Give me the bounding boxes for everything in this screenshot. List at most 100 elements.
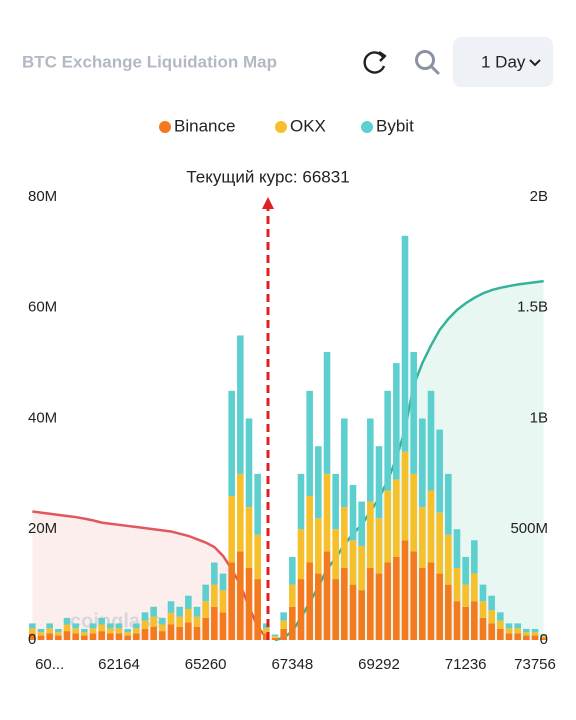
search-button[interactable] [415,50,440,75]
bar-segment [81,632,88,636]
period-label: 1 Day [481,52,526,71]
bar-segment [211,562,218,585]
bar-segment [141,612,149,621]
bar-segment [289,606,296,640]
bar-segment [427,390,435,491]
bar-segment [401,540,409,640]
cumulative-line [32,510,268,639]
bar-segment [514,633,521,640]
bar-segment [167,624,175,640]
bar-segment [263,633,270,640]
page-title: BTC Exchange Liquidation Map [22,52,277,71]
bar-segment [176,626,183,640]
bar-segment [505,633,513,640]
bar-segment [185,622,192,640]
x-tick-label: 69292 [358,656,400,673]
bar-segment [193,616,201,627]
bar-segment [410,473,417,552]
bar-segment [419,568,426,640]
bar-segment [81,628,88,633]
bar-segment [219,573,227,591]
bar-segment [55,632,62,636]
bar-segment [289,556,296,585]
x-tick-label: 71236 [445,656,487,673]
bar-segment [306,562,313,640]
bar-segment [384,562,391,640]
bar-segment [29,623,36,629]
bar-segment [72,623,79,629]
bar-segment [497,612,504,621]
bar-segment [115,623,123,629]
bar-segment [393,363,400,480]
bar-segment [176,606,183,617]
bar-segment [46,623,53,629]
bar-segment [228,496,235,563]
bar-segment [37,635,45,640]
bar-segment [29,628,36,634]
bar-segment [523,628,530,633]
bar-segment [271,637,279,640]
bar-segment [202,601,209,618]
bar-segment [453,529,461,569]
bar-segment [436,512,443,574]
bar-segment [29,633,36,640]
bar-segment [393,556,400,640]
bar-segment [297,529,305,580]
bar-segment [341,507,348,569]
bar-segment [124,632,131,636]
bar-segment [228,562,235,640]
bar-segment [358,590,365,640]
y-tick-label: 20M [28,520,57,537]
period-dropdown[interactable]: 1 Day [453,37,553,87]
bar-segment [159,631,166,640]
refresh-button[interactable] [363,51,387,74]
x-tick-label: 62164 [98,656,140,673]
bar-segment [46,628,53,634]
bar-segment [315,573,322,640]
x-tick-label: 60... [35,656,64,673]
bar-segment [115,628,123,634]
bar-segment [89,623,97,629]
bar-segment [453,568,461,602]
bar-segment [349,540,357,585]
bar-segment [375,573,383,640]
bar-segment [410,551,417,640]
bar-segment [332,579,339,640]
bar-segment [323,473,331,552]
bar-segment [263,623,270,629]
bar-segment [471,601,478,640]
bar-segment [289,584,296,607]
x-tick-label: 65260 [185,656,227,673]
bar-segment [81,635,88,640]
legend-label: OKX [290,116,326,135]
bar-segment [427,490,435,563]
bar-segment [271,634,279,637]
bar-segment [445,584,452,640]
bar-segment [384,390,391,491]
legend-swatch [361,121,373,133]
y-tick-label: 60M [28,299,57,316]
bar-segment [436,429,443,513]
bar-segment [167,601,175,613]
bar-segment [202,584,209,602]
bar-segment [63,624,71,632]
bar-segment [471,573,478,602]
bar-segment [89,628,97,634]
bar-segment [358,501,365,546]
bar-segment [271,636,279,638]
bar-segment [245,418,253,508]
bar-segment [150,606,157,617]
bar-segment [185,595,192,609]
bar-segment [401,451,409,541]
bar-segment [63,617,71,625]
bar-segment [488,623,495,640]
bar-segment [479,584,487,602]
y2-tick-label: 1B [530,409,548,426]
bar-segment [245,507,253,569]
bar-segment [453,601,461,640]
bar-segment [133,623,140,629]
bar-segment [219,590,227,613]
bar-segment [341,418,348,508]
y-tick-label: 80M [28,188,57,205]
bar-segment [531,628,539,633]
